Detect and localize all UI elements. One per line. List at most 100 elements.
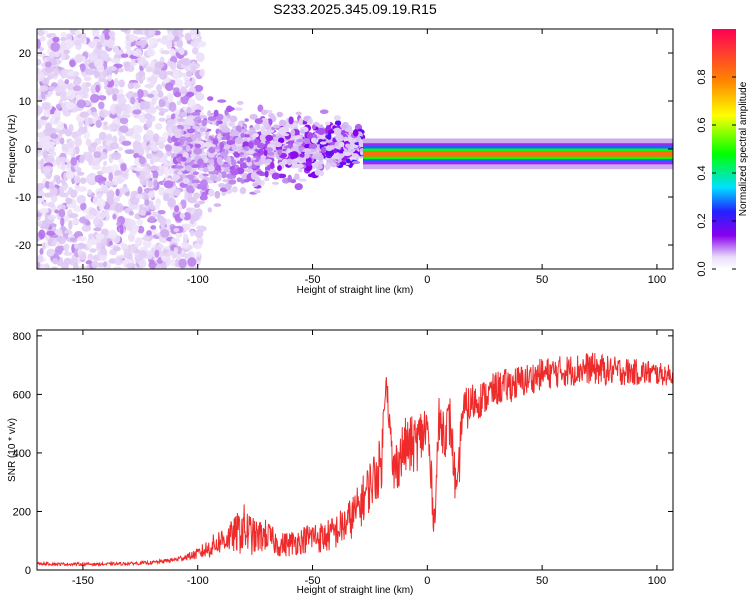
spectrogram-cell: [254, 123, 261, 131]
spectrogram-cell: [295, 111, 302, 116]
spectrogram-cell: [101, 185, 109, 193]
spectrogram-cell: [216, 133, 222, 141]
spectrogram-cell: [198, 200, 206, 205]
spectrogram-cell: [142, 238, 152, 249]
snr-x-tick-label: -100: [187, 575, 209, 587]
spectrogram-cell: [108, 198, 114, 206]
spectrogram-cell: [186, 185, 194, 194]
spectrogram-cell: [54, 245, 63, 256]
spectrogram-cell: [70, 157, 78, 166]
spectrogram-cell: [37, 58, 42, 66]
colorbar-tick-label: 0.4: [696, 165, 708, 180]
spectrogram-cell: [260, 179, 265, 186]
spectrogram-cell: [74, 53, 84, 63]
spectrogram-cell: [177, 46, 185, 54]
spectrogram-cell: [123, 248, 129, 258]
spectrogram-cell: [313, 161, 319, 168]
spectrogram-cell: [302, 148, 312, 153]
spectrogram-cell: [188, 87, 196, 93]
spectrogram-cell: [244, 118, 249, 122]
spectrogram-cell: [84, 213, 95, 220]
spectrogram-cell: [185, 165, 192, 172]
spectrogram-cell: [228, 121, 235, 127]
spectrogram-cell: [106, 90, 112, 96]
spectrogram-cell: [149, 37, 155, 47]
spectrogram-cell: [338, 141, 345, 148]
spectrogram-cell: [271, 172, 280, 180]
spectrogram-cell: [277, 149, 283, 156]
spectrogram-cell: [260, 125, 266, 134]
spectrogram-cell: [231, 186, 238, 193]
spectrogram-cell: [125, 222, 134, 231]
spectrogram-cell: [37, 71, 45, 82]
spectrogram-cell: [130, 243, 136, 254]
spectrogram-cell: [63, 49, 70, 55]
spectrogram-cell: [48, 248, 55, 257]
spectrogram-cell: [90, 93, 100, 103]
spectrogram-cell: [141, 236, 151, 241]
spectrogram-cell: [88, 52, 98, 62]
spectrogram-cell: [117, 146, 124, 152]
spectrogram-cell: [327, 132, 332, 141]
spectrogram-cell: [74, 174, 81, 184]
spectrogram-cell: [103, 121, 108, 126]
spectrogram-cell: [89, 248, 97, 253]
spectrogram-cell: [201, 184, 208, 191]
spectrogram-cell: [112, 118, 121, 126]
spectrogram-cell: [217, 99, 227, 103]
spectrogram-cell: [199, 127, 206, 132]
spectrogram-cell: [139, 171, 148, 177]
spectrogram-cell: [107, 74, 113, 82]
spectrogram-tone-core: [363, 150, 673, 157]
spectrogram-cell: [46, 230, 55, 236]
spectrogram-cell: [146, 229, 152, 236]
spectrogram-cell: [172, 188, 181, 197]
spectrogram-cell: [202, 167, 209, 173]
spectrogram-cell: [203, 158, 209, 162]
spectrogram-cell: [221, 163, 231, 168]
snr-y-ticks: 0 200 400 600 800: [13, 331, 673, 577]
spectrogram-cell: [170, 258, 176, 267]
spectrogram-cell: [253, 189, 261, 194]
spectrogram-cell: [268, 113, 275, 118]
spectrogram-cell: [117, 96, 127, 105]
spectrogram-cell: [117, 131, 123, 136]
spectrogram-cell: [177, 156, 182, 164]
spectrogram-cell: [44, 66, 54, 74]
spectrogram-cell: [155, 202, 160, 211]
spectrogram-cell: [69, 237, 77, 242]
spectrogram-cell: [63, 243, 70, 250]
spectrogram-cell: [147, 93, 155, 98]
spectrogram-cell: [163, 180, 174, 189]
spectrogram-cell: [134, 133, 142, 143]
spectrogram-cell: [137, 186, 143, 195]
spectrogram-cell: [169, 61, 177, 71]
spectrogram-cell: [150, 60, 155, 68]
spectrogram-cell: [38, 229, 46, 240]
spectrogram-cell: [249, 113, 258, 120]
spectrogram-cell: [351, 160, 361, 164]
spectrogram-cell: [191, 77, 196, 86]
spectrogram-x-tick-label: -150: [72, 274, 94, 286]
spectrogram-cell: [59, 137, 65, 145]
spectrogram-cell: [278, 119, 287, 127]
spectrogram-cell: [37, 105, 43, 115]
spectrogram-cell: [344, 143, 351, 149]
spectrogram-cell: [148, 190, 155, 199]
spectrogram-cell: [174, 79, 184, 88]
spectrogram-cell: [103, 160, 108, 166]
spectrogram-cell: [40, 35, 46, 42]
snr-frame: [36, 329, 674, 571]
spectrogram-cell: [335, 134, 344, 142]
spectrogram-cell: [137, 56, 147, 66]
spectrogram-cell: [250, 157, 257, 161]
spectrogram-cell: [79, 63, 86, 72]
spectrogram-cell: [129, 33, 136, 43]
spectrogram-cell: [230, 160, 237, 166]
spectrogram-cell: [196, 225, 202, 230]
spectrogram-cell: [317, 127, 326, 136]
spectrogram-cell: [96, 145, 106, 150]
spectrogram-cell: [163, 188, 174, 194]
spectrogram-cell: [73, 262, 79, 269]
